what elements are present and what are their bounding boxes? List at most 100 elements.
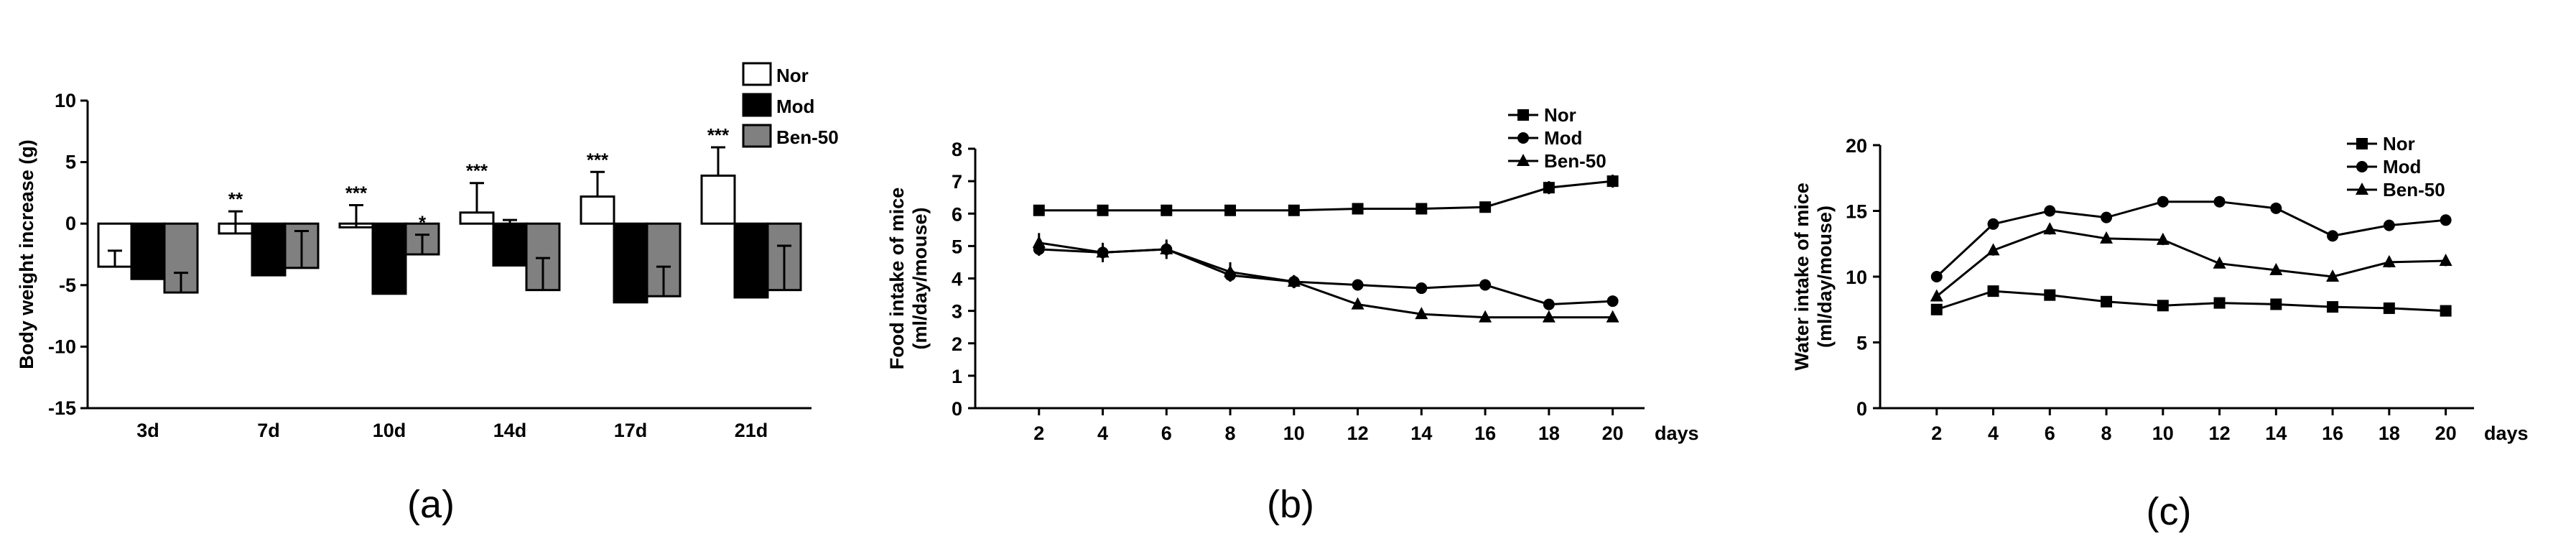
c-data-point bbox=[1987, 285, 1999, 297]
a-significance-marker: *** bbox=[345, 183, 368, 204]
b-x-tick-label: 18 bbox=[1538, 423, 1560, 444]
b-data-point bbox=[1543, 298, 1555, 310]
b-x-tick-label: 10 bbox=[1283, 423, 1305, 444]
a-significance-marker: * bbox=[419, 212, 427, 234]
c-data-point bbox=[2270, 202, 2282, 214]
c-x-tick-label: 16 bbox=[2322, 423, 2343, 444]
b-x-tick-label: 16 bbox=[1474, 423, 1496, 444]
a-significance-marker: *** bbox=[587, 149, 609, 170]
c-x-tick-label: 18 bbox=[2379, 423, 2400, 444]
c-y-tick-label: 15 bbox=[1846, 201, 1867, 223]
b-series-line-nor bbox=[1038, 180, 1613, 212]
c-data-point bbox=[1930, 303, 1943, 315]
a-bar bbox=[700, 174, 736, 225]
a-legend-swatch bbox=[742, 124, 772, 148]
b-y-tick-label: 8 bbox=[952, 139, 962, 160]
caption-c: (c) bbox=[2147, 490, 2192, 533]
a-y-tick-label: -5 bbox=[59, 274, 76, 296]
b-legend-label: Mod bbox=[1544, 127, 1582, 149]
b-data-point bbox=[1288, 204, 1300, 216]
a-significance-marker: *** bbox=[707, 124, 730, 146]
b-x-axis-label: days bbox=[1655, 423, 1699, 444]
c-x-tick-label: 8 bbox=[2101, 423, 2112, 444]
c-data-point bbox=[1987, 218, 1999, 230]
c-legend-marker bbox=[2356, 183, 2368, 195]
b-data-point bbox=[1224, 204, 1237, 216]
c-data-point bbox=[2327, 230, 2339, 242]
a-y-tick-label: -10 bbox=[48, 336, 76, 357]
c-legend-marker bbox=[2356, 161, 2368, 172]
b-data-point bbox=[1543, 182, 1555, 194]
b-legend-marker bbox=[1517, 132, 1529, 144]
a-y-tick-label: 10 bbox=[55, 90, 76, 111]
c-data-point bbox=[2440, 305, 2452, 317]
c-data-point bbox=[1930, 289, 1943, 302]
c-legend-marker bbox=[2356, 138, 2368, 149]
c-data-point bbox=[2326, 269, 2340, 282]
c-data-point bbox=[1930, 271, 1943, 282]
b-y-tick-label: 3 bbox=[952, 301, 962, 323]
c-data-point bbox=[2383, 219, 2395, 231]
b-x-tick-label: 14 bbox=[1410, 423, 1432, 444]
c-data-point bbox=[2439, 254, 2452, 267]
c-series-line-nor bbox=[1936, 290, 2446, 313]
a-y-axis-label: Body weight increase (g) bbox=[16, 139, 37, 369]
c-data-point bbox=[2157, 300, 2169, 312]
c-legend-label: Mod bbox=[2383, 156, 2421, 177]
b-data-point bbox=[1479, 279, 1492, 291]
c-data-point bbox=[2213, 195, 2226, 208]
b-y-tick-label: 1 bbox=[952, 366, 962, 387]
c-data-point bbox=[2100, 231, 2114, 244]
b-data-point bbox=[1097, 204, 1109, 216]
c-data-point bbox=[2213, 297, 2226, 309]
b-x-tick-label: 20 bbox=[1602, 423, 1624, 444]
a-y-tick-label: -15 bbox=[48, 397, 76, 419]
b-data-point bbox=[1479, 310, 1492, 323]
c-data-point bbox=[2383, 302, 2395, 314]
b-data-point bbox=[1161, 204, 1173, 216]
b-x-tick-label: 6 bbox=[1161, 423, 1172, 444]
c-y-tick-label: 10 bbox=[1846, 267, 1867, 288]
c-data-point bbox=[2270, 298, 2282, 310]
b-data-point bbox=[1096, 245, 1110, 258]
a-bar bbox=[459, 211, 495, 225]
c-x-tick-label: 14 bbox=[2265, 423, 2287, 444]
c-data-point bbox=[2043, 222, 2057, 235]
b-y-tick-label: 2 bbox=[952, 333, 962, 355]
a-y-tick-label: 0 bbox=[65, 213, 76, 234]
b-y-axis-label: Food intake of mice(ml/day/mouse) bbox=[886, 188, 931, 370]
b-data-point bbox=[1415, 282, 1428, 295]
b-x-tick-label: 2 bbox=[1033, 423, 1044, 444]
a-legend-swatch bbox=[742, 62, 772, 86]
b-legend-marker bbox=[1517, 109, 1529, 121]
c-y-tick-label: 20 bbox=[1846, 135, 1867, 157]
b-data-point bbox=[1606, 295, 1619, 308]
c-x-tick-label: 4 bbox=[1988, 423, 1999, 444]
c-data-point bbox=[2044, 205, 2056, 217]
a-x-tick-label: 3d bbox=[136, 420, 159, 441]
b-data-point bbox=[1032, 235, 1046, 248]
b-data-point bbox=[1415, 203, 1428, 215]
b-data-point bbox=[1033, 204, 1045, 216]
c-legend-label: Nor bbox=[2383, 133, 2415, 154]
caption-a: (a) bbox=[407, 483, 455, 526]
c-y-axis-label: Water intake of mice(ml/day/mouse) bbox=[1791, 183, 1836, 371]
a-legend-label: Nor bbox=[776, 65, 809, 86]
b-data-point bbox=[1352, 279, 1364, 291]
c-data-point bbox=[2156, 232, 2170, 245]
b-data-point bbox=[1351, 297, 1364, 310]
c-y-tick-label: 0 bbox=[1856, 398, 1867, 420]
b-data-point bbox=[1606, 310, 1619, 323]
b-data-point bbox=[1542, 310, 1556, 323]
a-legend-label: Mod bbox=[776, 96, 814, 117]
b-x-tick-label: 12 bbox=[1347, 423, 1369, 444]
c-x-tick-label: 12 bbox=[2209, 423, 2231, 444]
a-x-tick-label: 14d bbox=[493, 420, 527, 441]
a-bar bbox=[163, 222, 199, 294]
c-x-tick-label: 20 bbox=[2435, 423, 2457, 444]
c-data-point bbox=[2327, 301, 2339, 313]
a-legend-label: Ben-50 bbox=[776, 126, 839, 148]
b-data-point bbox=[1160, 241, 1173, 254]
a-significance-marker: ** bbox=[228, 188, 243, 210]
